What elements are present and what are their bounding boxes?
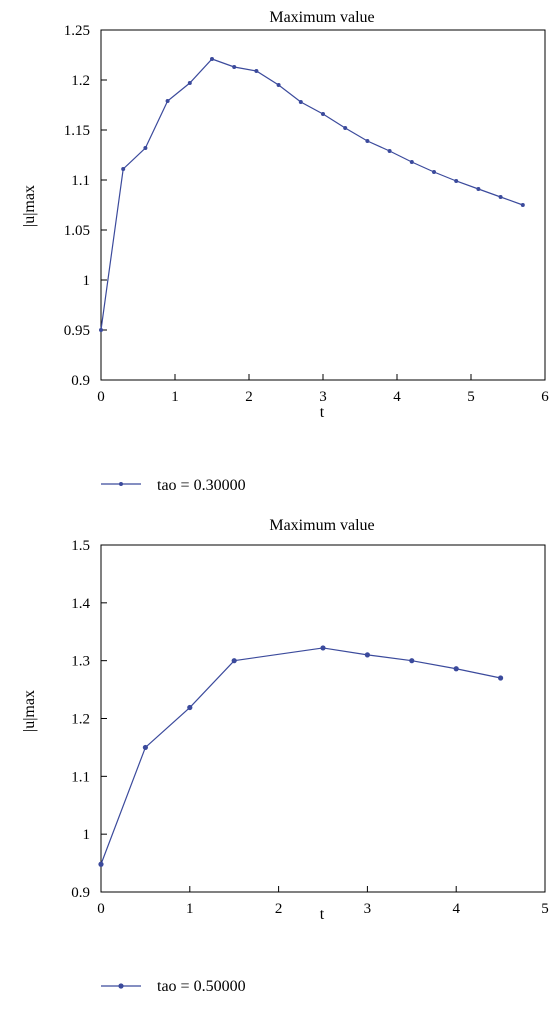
y-tick-label: 0.95 <box>64 323 90 339</box>
data-point <box>298 100 303 104</box>
data-point <box>364 652 370 658</box>
x-tick-label: 1 <box>186 901 194 917</box>
series-line <box>100 647 501 865</box>
data-point <box>276 83 281 87</box>
data-point <box>498 195 503 199</box>
y-tick-label: 1.1 <box>71 173 90 189</box>
data-point <box>409 160 414 164</box>
x-axis-label: t <box>320 906 325 923</box>
x-tick-label: 3 <box>319 389 327 405</box>
x-tick-label: 2 <box>275 901 283 917</box>
y-tick-label: 1.2 <box>71 73 90 89</box>
chart-tao-050: Maximum value |u|max t tao = 0.50000 0 1 2… <box>0 505 551 1011</box>
x-tick-label: 0 <box>97 901 105 917</box>
x-tick-label: 5 <box>467 389 475 405</box>
data-point <box>143 146 148 150</box>
legend-label: tao = 0.50000 <box>157 978 246 995</box>
data-point <box>121 167 126 171</box>
data-point <box>142 744 148 751</box>
y-tick-label: 1.3 <box>71 654 90 670</box>
data-point <box>498 675 504 681</box>
data-point <box>231 658 237 664</box>
plot-frame <box>100 544 546 893</box>
data-point <box>432 170 436 174</box>
data-point <box>210 57 214 61</box>
data-point <box>365 139 370 143</box>
y-axis-label: |u|max <box>21 690 38 732</box>
y-tick-label: 0.9 <box>71 885 90 901</box>
y-tick-label: 1.2 <box>71 712 90 728</box>
x-tick-label: 4 <box>452 901 460 917</box>
data-point <box>320 645 326 651</box>
chart-tao-030: Maximum value |u|max t tao = 0.30000 0 1 2… <box>0 0 551 505</box>
data-point <box>321 112 325 116</box>
data-point <box>254 69 259 73</box>
y-axis-label: |u|max <box>21 185 38 227</box>
chart-title: Maximum value <box>269 9 374 26</box>
chart-title: Maximum value <box>269 517 374 534</box>
legend-marker <box>118 983 124 989</box>
chart-svg: Maximum value |u|max t tao = 0.50000 0 1 2… <box>21 517 549 995</box>
data-point <box>165 99 170 103</box>
series-line <box>100 58 524 331</box>
data-point <box>187 704 193 711</box>
x-tick-label: 0 <box>97 389 105 405</box>
y-tick-label: 1.25 <box>64 23 90 39</box>
y-tick-label: 1.1 <box>71 769 90 785</box>
data-point <box>476 187 481 191</box>
plot-frame <box>100 29 546 381</box>
y-tick-label: 1.15 <box>64 123 90 139</box>
data-point <box>187 81 192 85</box>
x-tick-label: 5 <box>541 901 549 917</box>
legend-label: tao = 0.30000 <box>157 477 246 494</box>
y-tick-label: 1.4 <box>71 596 90 612</box>
data-point <box>409 658 415 664</box>
data-point <box>98 861 104 867</box>
y-tick-label: 1 <box>83 273 91 289</box>
data-point <box>453 666 459 672</box>
x-tick-label: 1 <box>171 389 179 405</box>
data-point <box>343 126 348 130</box>
x-tick-label: 4 <box>393 389 401 405</box>
x-axis-label: t <box>320 404 325 421</box>
y-tick-label: 1.5 <box>71 538 90 554</box>
x-tick-label: 6 <box>541 389 549 405</box>
legend-marker <box>119 482 123 486</box>
data-point <box>520 203 525 207</box>
data-point <box>232 65 237 69</box>
x-tick-label: 3 <box>364 901 372 917</box>
y-tick-label: 1 <box>83 827 91 843</box>
data-point <box>387 149 392 153</box>
data-point <box>454 179 459 183</box>
chart-svg: Maximum value |u|max t tao = 0.30000 0 1 2… <box>21 9 549 494</box>
y-tick-label: 0.9 <box>71 373 90 389</box>
y-tick-label: 1.05 <box>64 223 90 239</box>
data-point <box>99 328 103 332</box>
x-tick-label: 2 <box>245 389 253 405</box>
